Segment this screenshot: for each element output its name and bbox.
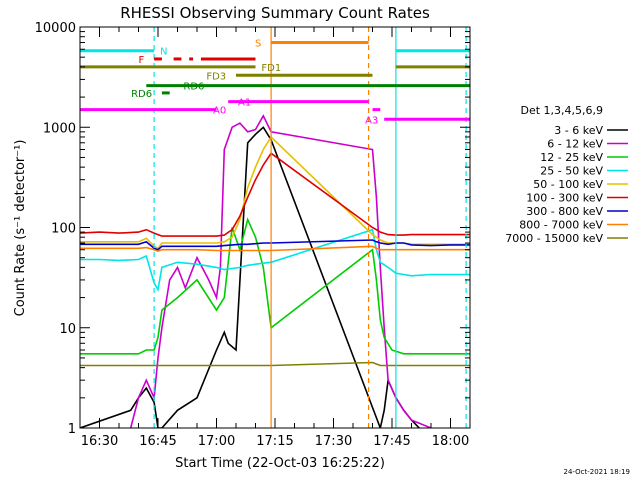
series-line-6 <box>80 239 470 251</box>
flag-label: A0 <box>213 106 226 117</box>
legend-entry-label: 300 - 800 keV <box>526 205 603 218</box>
plot-frame <box>79 26 471 429</box>
legend-entry-label: 12 - 25 keV <box>540 151 603 164</box>
legend-entry-label: 800 - 7000 keV <box>519 219 603 232</box>
y-tick-label: 100 <box>51 222 76 237</box>
series-line-7 <box>80 245 470 253</box>
y-axis-label: Count Rate (s⁻¹ detector⁻¹) <box>13 140 28 317</box>
flag-label: F <box>139 55 145 66</box>
series-line-8 <box>80 361 470 367</box>
y-tick-label: 10000 <box>35 21 76 36</box>
y-tick-label: 1000 <box>43 121 76 136</box>
legend-entry-label: 25 - 50 keV <box>540 165 603 178</box>
flag-label: FD3 <box>206 71 226 82</box>
flag-label: FD1 <box>261 63 281 74</box>
x-tick-label: 16:30 <box>81 434 118 449</box>
data-traces <box>80 114 470 428</box>
vertical-markers <box>153 27 467 428</box>
series-line-3 <box>80 228 470 292</box>
flag-label: N <box>160 47 167 58</box>
x-tick-label: 17:30 <box>315 434 352 449</box>
flag-label: A3 <box>365 115 378 126</box>
flag-label: RD6 <box>183 82 204 93</box>
series-line-5 <box>80 152 470 237</box>
y-axis: 1 10 100 1000 10000 <box>35 21 470 437</box>
legend-entry-label: 6 - 12 keV <box>547 138 603 151</box>
x-tick-label: 16:45 <box>139 434 176 449</box>
y-tick-label: 10 <box>59 322 76 337</box>
legend-entry-label: 100 - 300 keV <box>526 192 603 205</box>
flag-label: S <box>255 39 261 50</box>
legend-entry-label: 50 - 100 keV <box>533 178 603 191</box>
series-line-1 <box>129 114 432 428</box>
flag-label: RD6 <box>131 89 152 100</box>
series-line-2 <box>80 217 470 355</box>
chart-title: RHESSI Observing Summary Count Rates <box>120 4 430 22</box>
legend-entry-label: 3 - 6 keV <box>554 124 603 137</box>
x-tick-label: 18:00 <box>432 434 469 449</box>
x-tick-label: 17:15 <box>256 434 293 449</box>
x-axis: 16:30 16:45 17:00 17:15 17:30 17:45 18:00 <box>79 27 471 449</box>
flag-label: A1 <box>238 98 251 109</box>
x-tick-label: 17:45 <box>373 434 410 449</box>
legend-entry-label: 7000 - 15000 keV <box>505 232 603 245</box>
x-tick-label: 17:00 <box>198 434 235 449</box>
y-tick-label: 1 <box>68 422 76 437</box>
legend-title: Det 1,3,4,5,6,9 <box>520 104 603 117</box>
x-axis-label: Start Time (22-Oct-03 16:25:22) <box>175 456 385 471</box>
timestamp: 24-Oct-2021 18:19 <box>564 468 630 476</box>
